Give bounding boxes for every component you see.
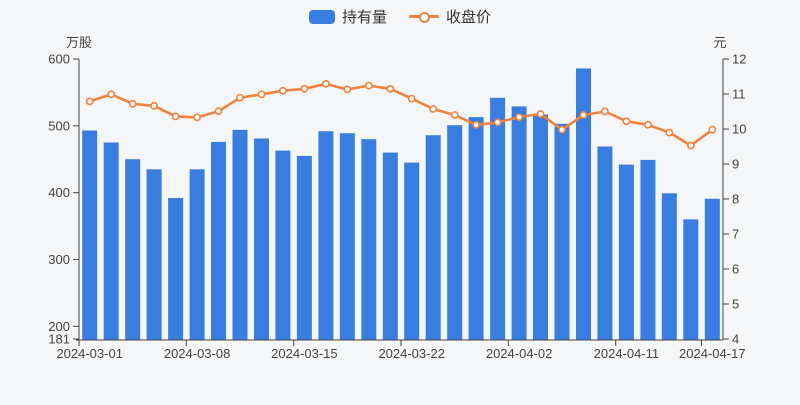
x-axis-tick-label: 2024-03-22 <box>378 346 445 361</box>
bar[interactable] <box>554 123 570 340</box>
line-point[interactable] <box>107 90 116 99</box>
line-point[interactable] <box>236 93 244 102</box>
bar[interactable] <box>533 114 548 341</box>
left-axis-tick-label: 200 <box>48 319 70 334</box>
bar[interactable] <box>232 129 248 340</box>
line-point[interactable] <box>214 107 223 116</box>
left-axis-tick-label: 400 <box>48 185 70 200</box>
axes-group <box>73 58 729 346</box>
bar[interactable] <box>168 198 184 340</box>
line-point[interactable] <box>622 117 631 126</box>
x-axis-tick-label: 2024-03-01 <box>56 346 123 361</box>
bar[interactable] <box>490 97 506 340</box>
right-axis-tick-label: 8 <box>732 192 739 207</box>
right-axis-tick-label: 9 <box>732 157 739 172</box>
bar-series-group <box>82 68 720 341</box>
line-point[interactable] <box>128 99 137 108</box>
left-axis-tick-label: 181 <box>48 332 70 347</box>
bar[interactable] <box>339 133 355 340</box>
bar[interactable] <box>382 152 398 340</box>
legend-label-holdings: 持有量 <box>341 9 387 26</box>
line-point[interactable] <box>150 102 158 110</box>
bar[interactable] <box>296 155 312 340</box>
line-series-swatch-icon <box>409 10 439 24</box>
bar[interactable] <box>254 138 269 341</box>
line-point[interactable] <box>644 120 652 129</box>
right-axis-tick-label: 11 <box>732 87 746 102</box>
line-point[interactable] <box>300 84 309 93</box>
x-axis-tick-label: 2024-03-08 <box>164 346 231 361</box>
right-axis-tick-label: 7 <box>732 227 739 242</box>
bar[interactable] <box>103 142 119 341</box>
x-axis-tick-label: 2024-04-17 <box>679 346 746 361</box>
bar[interactable] <box>576 68 591 341</box>
left-axis-tick-label: 500 <box>48 118 70 133</box>
bar[interactable] <box>404 162 420 340</box>
bar[interactable] <box>468 117 484 340</box>
line-point[interactable] <box>429 105 438 113</box>
line-point[interactable] <box>171 112 180 121</box>
bar[interactable] <box>511 106 527 341</box>
x-axis-tick-label: 2024-04-02 <box>486 346 553 361</box>
bar[interactable] <box>425 135 441 340</box>
line-point[interactable] <box>343 85 352 94</box>
line-point[interactable] <box>686 141 695 150</box>
line-point[interactable] <box>708 125 717 134</box>
close-price-line[interactable] <box>88 82 714 147</box>
x-axis-tick-label: 2024-04-11 <box>594 346 660 361</box>
right-axis-tick-label: 12 <box>732 52 746 67</box>
right-axis-unit-label: 元 <box>713 35 726 50</box>
line-point[interactable] <box>579 111 588 119</box>
line-point[interactable] <box>558 125 566 134</box>
x-axis-tick-label: 2024-03-15 <box>271 346 338 361</box>
bar[interactable] <box>189 169 205 340</box>
bar[interactable] <box>661 193 677 340</box>
bar[interactable] <box>82 130 98 341</box>
bar[interactable] <box>211 141 226 340</box>
right-axis-tick-label: 5 <box>732 297 739 312</box>
line-point[interactable] <box>278 86 287 95</box>
line-point[interactable] <box>386 84 395 93</box>
legend-label-close-price: 收盘价 <box>446 9 492 26</box>
line-point[interactable] <box>536 110 545 118</box>
line-series-group <box>85 80 717 150</box>
bar[interactable] <box>704 198 720 340</box>
bar[interactable] <box>597 146 613 341</box>
line-point[interactable] <box>515 113 523 121</box>
line-point[interactable] <box>450 111 459 119</box>
line-point[interactable] <box>472 120 480 129</box>
legend-item-close-price[interactable]: 收盘价 <box>409 6 491 27</box>
legend-item-holdings[interactable]: 持有量 <box>308 6 387 27</box>
bar[interactable] <box>361 139 377 340</box>
line-point[interactable] <box>85 97 94 106</box>
right-axis-tick-label: 4 <box>732 332 739 347</box>
bar[interactable] <box>146 169 162 340</box>
line-point[interactable] <box>364 81 373 90</box>
chart-legend: 持有量 收盘价 <box>0 6 800 27</box>
bar[interactable] <box>447 125 463 340</box>
bar[interactable] <box>125 159 141 340</box>
line-point[interactable] <box>193 113 201 122</box>
right-axis-tick-label: 6 <box>732 262 739 277</box>
line-point[interactable] <box>257 90 266 99</box>
bar[interactable] <box>640 159 656 340</box>
line-point[interactable] <box>493 118 502 127</box>
bar-series-swatch-icon <box>308 9 335 24</box>
bar[interactable] <box>683 219 699 340</box>
bar[interactable] <box>318 131 334 340</box>
line-point[interactable] <box>407 94 416 103</box>
line-point[interactable] <box>601 107 609 116</box>
left-axis-tick-label: 300 <box>48 252 70 267</box>
bar[interactable] <box>275 150 291 340</box>
line-point[interactable] <box>665 128 674 137</box>
right-axis-tick-label: 10 <box>732 122 746 137</box>
line-point[interactable] <box>321 80 330 88</box>
left-axis-tick-label: 600 <box>48 52 70 67</box>
bar[interactable] <box>618 164 634 340</box>
left-axis-unit-label: 万股 <box>66 35 92 50</box>
